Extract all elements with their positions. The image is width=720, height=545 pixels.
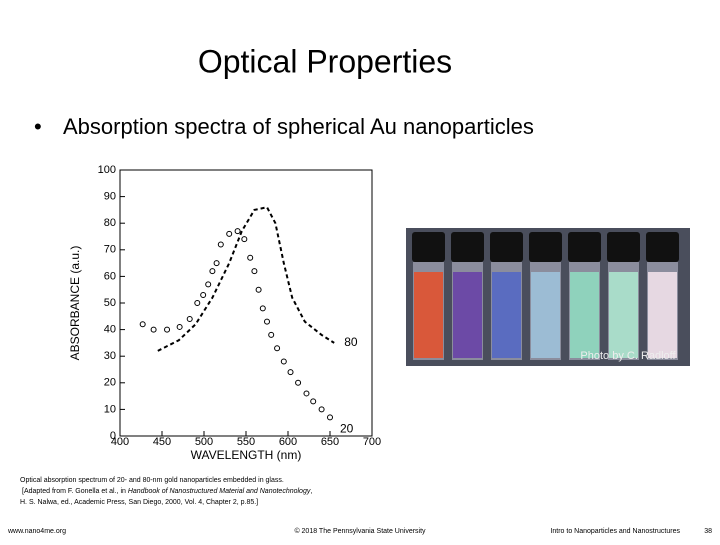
- caption-italic: Handbook of Nanostructured Material and …: [128, 488, 311, 495]
- y-tick-label: 50: [104, 297, 116, 309]
- data-point: [274, 345, 281, 352]
- y-tick-label: 100: [98, 164, 116, 176]
- vial-liquid: [414, 272, 443, 358]
- y-tick-label: 40: [104, 324, 116, 336]
- y-tick-label: 10: [104, 403, 116, 415]
- data-point: [318, 406, 325, 413]
- data-point: [280, 358, 287, 365]
- data-point: [259, 305, 266, 312]
- caption-part: [Adapted from F. Gonella et al., in: [22, 488, 128, 495]
- footer-right: Intro to Nanoparticles and Nanostructure…: [550, 528, 680, 535]
- caption-line: H. S. Nalwa, ed., Academic Press, San Di…: [20, 499, 258, 506]
- bullet-text: Absorption spectra of spherical Au nanop…: [63, 114, 534, 139]
- data-point: [255, 286, 262, 293]
- vial-cap: [646, 232, 679, 262]
- data-point: [226, 230, 233, 237]
- vial-liquid: [570, 272, 599, 358]
- data-point: [251, 268, 258, 275]
- y-tick-label: 20: [104, 377, 116, 389]
- caption-line: Optical absorption spectrum of 20- and 8…: [20, 477, 284, 484]
- series-label: 80: [344, 335, 358, 349]
- vial-liquid: [531, 272, 560, 358]
- data-point: [303, 390, 310, 397]
- vial-liquid: [648, 272, 677, 358]
- x-tick-label: 600: [279, 436, 297, 448]
- vial-liquid: [609, 272, 638, 358]
- data-point: [268, 331, 275, 338]
- y-tick-label: 80: [104, 217, 116, 229]
- data-point: [247, 254, 254, 261]
- vial-cap: [451, 232, 484, 262]
- data-point: [150, 326, 157, 333]
- plot-frame: [119, 169, 373, 437]
- series-label: 20: [340, 422, 354, 436]
- y-tick-label: 0: [110, 430, 116, 442]
- vial-cap: [412, 232, 445, 262]
- y-tick-label: 30: [104, 350, 116, 362]
- data-point: [213, 260, 220, 267]
- data-line: [157, 206, 335, 352]
- data-point: [295, 379, 302, 386]
- x-tick-label: 650: [321, 436, 339, 448]
- y-tick-label: 90: [104, 191, 116, 203]
- data-point: [194, 300, 201, 306]
- vial-cap: [568, 232, 601, 262]
- x-tick-label: 450: [153, 436, 171, 448]
- data-point: [327, 414, 333, 421]
- footer-center: © 2018 The Pennsylvania State University: [294, 527, 426, 535]
- y-axis-label: ABSORBANCE (a.u.): [68, 246, 82, 361]
- bullet-mark: •: [34, 114, 42, 139]
- footer-left: www.nano4me.org: [7, 528, 66, 535]
- photo: [406, 228, 690, 366]
- x-tick-label: 700: [363, 436, 381, 448]
- caption-part: ,: [310, 488, 312, 495]
- data-point: [234, 228, 241, 235]
- data-point: [264, 318, 270, 325]
- data-point: [186, 315, 193, 322]
- y-tick-label: 70: [104, 244, 116, 256]
- data-point: [164, 326, 171, 333]
- page-number: 38: [704, 528, 712, 535]
- data-point: [310, 398, 317, 405]
- data-point: [205, 281, 212, 288]
- x-tick-label: 400: [111, 436, 129, 448]
- data-point: [200, 292, 207, 299]
- y-tick-label: 60: [104, 270, 116, 282]
- data-point: [139, 321, 146, 328]
- vial-cap: [490, 232, 523, 262]
- vial-liquid: [453, 272, 482, 358]
- slide-title: Optical Properties: [198, 43, 452, 79]
- data-point: [287, 369, 294, 376]
- data-point: [217, 241, 224, 248]
- data-point: [209, 268, 216, 275]
- x-axis-label: WAVELENGTH (nm): [191, 448, 302, 462]
- caption-line: [Adapted from F. Gonella et al., in Hand…: [22, 488, 312, 495]
- photo-credit: Photo by C. Radloff: [580, 350, 676, 362]
- data-point: [241, 236, 248, 243]
- vial-cap: [529, 232, 562, 262]
- x-tick-label: 550: [237, 436, 255, 448]
- vial-cap: [607, 232, 640, 262]
- x-tick-label: 500: [195, 436, 213, 448]
- vial-liquid: [492, 272, 521, 358]
- data-point: [176, 323, 183, 330]
